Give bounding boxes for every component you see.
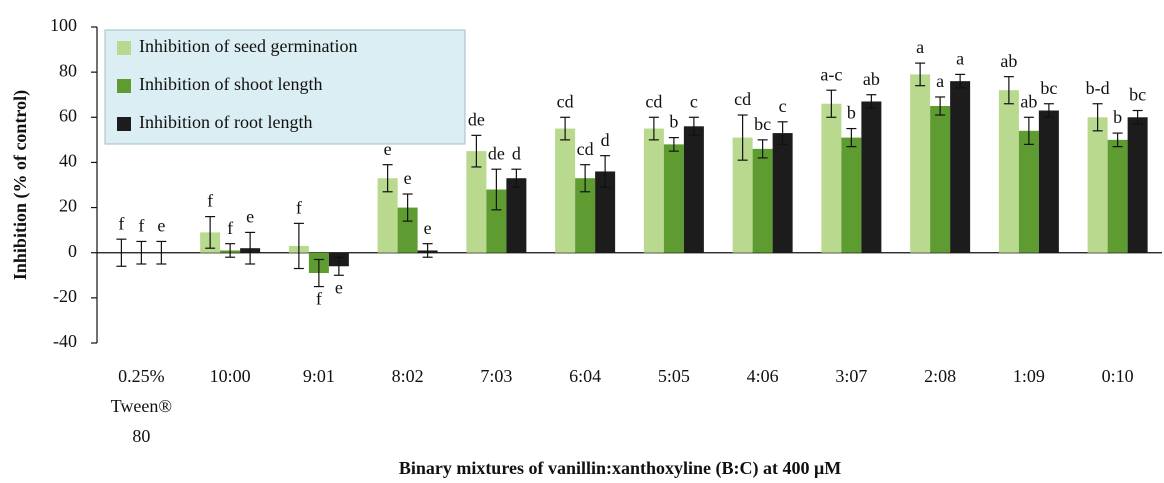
y-tick-label: 100 [50, 15, 77, 35]
bar [998, 90, 1019, 253]
significance-letter: c [779, 96, 787, 116]
bar [555, 128, 576, 253]
significance-letter: f [118, 213, 124, 233]
significance-letter: a [936, 71, 944, 91]
legend-label: Inhibition of shoot length [139, 74, 323, 94]
significance-letter: c [690, 91, 698, 111]
significance-letter: a [956, 49, 964, 69]
y-axis-title: Inhibition (% of control) [10, 90, 31, 280]
bar [1107, 139, 1128, 253]
significance-letter: f [316, 289, 322, 309]
significance-letter: de [488, 143, 505, 163]
significance-letter: ab [863, 69, 880, 89]
y-tick-label: 20 [59, 196, 77, 216]
bar [377, 178, 398, 253]
significance-letter: f [207, 191, 213, 211]
bar [772, 133, 793, 253]
bar [643, 128, 664, 253]
significance-letter: f [227, 218, 233, 238]
significance-letter: d [601, 130, 610, 150]
significance-letter: cd [645, 91, 662, 111]
significance-letter: d [512, 143, 521, 163]
x-tick-label: 5:05 [658, 366, 690, 386]
significance-letter: b [847, 103, 856, 123]
significance-letter: bc [754, 114, 771, 134]
x-axis-title: Binary mixtures of vanillin:xanthoxyline… [399, 458, 841, 479]
significance-letter: bc [1129, 85, 1146, 105]
significance-letter: b [1113, 107, 1122, 127]
significance-letter: b [669, 112, 678, 132]
x-tick-label: 3:07 [835, 366, 867, 386]
bar [1087, 117, 1108, 253]
bar [1038, 110, 1059, 253]
x-tick-label: 1:09 [1013, 366, 1045, 386]
significance-letter: e [335, 277, 343, 297]
x-tick-label: 10:00 [210, 366, 251, 386]
x-tick-label: 9:01 [303, 366, 335, 386]
significance-letter: a [916, 37, 924, 57]
bar [486, 189, 507, 253]
x-tick-label: 7:03 [480, 366, 512, 386]
significance-letter: de [468, 109, 485, 129]
significance-letter: f [296, 197, 302, 217]
x-tick-label: 8:02 [392, 366, 424, 386]
significance-letter: e [424, 218, 432, 238]
significance-letter: cd [577, 139, 594, 159]
significance-letter: cd [557, 91, 574, 111]
bar [910, 74, 931, 253]
bar [1018, 130, 1039, 253]
y-tick-label: -40 [53, 331, 77, 351]
y-tick-label: 60 [59, 105, 77, 125]
legend-swatch [117, 117, 131, 131]
y-tick-label: 0 [68, 241, 77, 261]
significance-letter: e [246, 207, 254, 227]
bar [663, 144, 684, 253]
bar [950, 81, 971, 253]
bar [821, 103, 842, 253]
bar [752, 148, 773, 253]
legend-swatch [117, 41, 131, 55]
bar [861, 101, 882, 253]
bar [575, 178, 596, 253]
x-tick-label: 0:10 [1102, 366, 1134, 386]
bar [841, 137, 862, 253]
bar [1127, 117, 1148, 253]
x-tick-label: 2:08 [924, 366, 956, 386]
x-tick-label: 0.25% Tween® 80 [111, 366, 172, 446]
significance-letter: ab [1020, 91, 1037, 111]
bar [466, 151, 487, 253]
bar [506, 178, 527, 253]
x-tick-label: 4:06 [747, 366, 779, 386]
significance-letter: e [157, 216, 165, 236]
bar [732, 137, 753, 253]
y-tick-label: -20 [53, 286, 77, 306]
bar [595, 171, 616, 253]
significance-letter: cd [734, 89, 751, 109]
bar [683, 126, 704, 253]
legend-label: Inhibition of seed germination [139, 36, 357, 56]
x-tick-label: 6:04 [569, 366, 601, 386]
legend-label: Inhibition of root length [139, 112, 312, 132]
bar [397, 207, 418, 253]
significance-letter: e [384, 139, 392, 159]
significance-letter: f [138, 216, 144, 236]
significance-letter: bc [1040, 78, 1057, 98]
y-tick-label: 40 [59, 151, 77, 171]
legend-box [104, 29, 466, 145]
significance-letter: b-d [1086, 78, 1110, 98]
legend-swatch [117, 79, 131, 93]
y-tick-label: 80 [59, 60, 77, 80]
significance-letter: ab [1000, 51, 1017, 71]
significance-letter: a-c [820, 64, 842, 84]
significance-letter: e [404, 168, 412, 188]
bar [930, 106, 951, 253]
